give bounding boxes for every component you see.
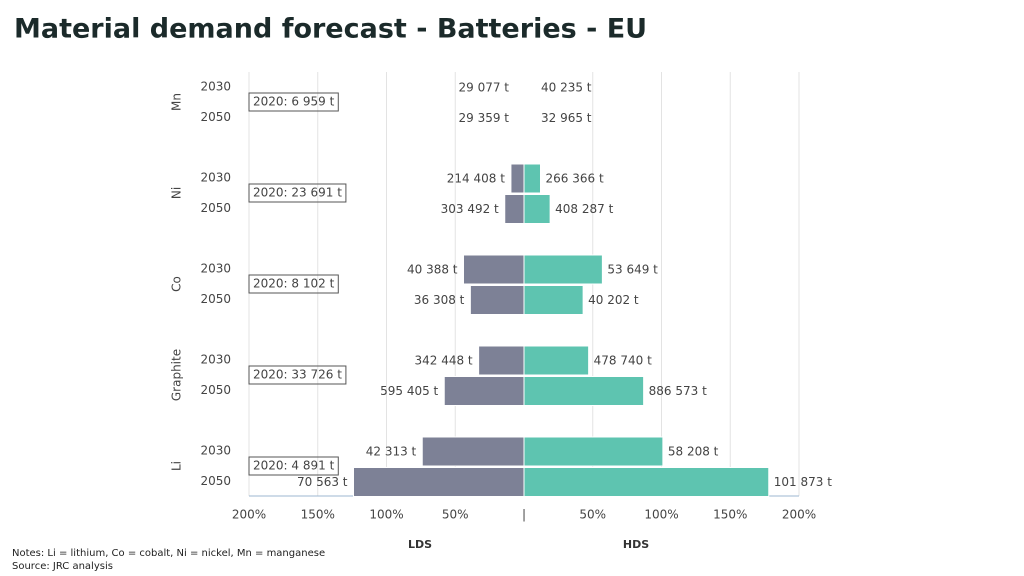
chart-title: Material demand forecast - Batteries - E… — [14, 14, 647, 45]
bar — [469, 285, 525, 315]
x-tick-label: | — [522, 508, 526, 522]
value-label: 40 388 t — [407, 263, 458, 277]
value-label: 40 235 t — [541, 81, 592, 95]
year-label: 2050 — [200, 110, 231, 124]
value-label: 408 287 t — [555, 202, 613, 216]
bar — [353, 467, 525, 497]
year-label: 2030 — [200, 80, 231, 94]
x-tick-label: 100% — [369, 508, 403, 522]
bar — [504, 194, 525, 224]
x-tick-label: 200% — [782, 508, 816, 522]
bar — [523, 345, 590, 376]
year-label: 2050 — [200, 383, 231, 397]
year-label: 2030 — [200, 444, 231, 458]
year-label: 2030 — [200, 262, 231, 276]
group-label: Co — [170, 276, 184, 292]
notes: Notes: Li = lithium, Co = cobalt, Ni = n… — [12, 548, 325, 559]
baseline-label: 2020: 8 102 t — [253, 277, 335, 291]
value-label: 266 366 t — [546, 172, 604, 186]
baseline-label: 2020: 4 891 t — [253, 459, 335, 473]
year-label: 2050 — [200, 292, 231, 306]
group-label: Li — [170, 461, 184, 471]
group-label: Ni — [170, 187, 184, 199]
x-tick-label: 50% — [579, 508, 606, 522]
baseline-box — [248, 183, 347, 203]
value-label: 595 405 t — [380, 384, 438, 398]
series-label: HDS — [623, 538, 649, 551]
value-label: 32 965 t — [541, 111, 592, 125]
series-label: LDS — [408, 538, 432, 551]
value-label: 42 313 t — [366, 445, 417, 459]
value-label: 101 873 t — [774, 475, 832, 489]
year-label: 2050 — [200, 201, 231, 215]
year-label: 2030 — [200, 353, 231, 367]
bar — [523, 376, 645, 406]
bar — [523, 163, 541, 194]
year-label: 2030 — [200, 171, 231, 185]
bar — [510, 163, 525, 194]
baseline-box — [248, 456, 339, 476]
value-label: 40 202 t — [588, 293, 639, 307]
group-label: Graphite — [170, 349, 184, 401]
value-label: 214 408 t — [447, 172, 505, 186]
x-tick-label: 150% — [301, 508, 335, 522]
value-label: 342 448 t — [414, 354, 472, 368]
value-label: 29 359 t — [458, 111, 509, 125]
baseline-box — [248, 274, 339, 294]
source: Source: JRC analysis — [12, 561, 113, 572]
value-label: 53 649 t — [607, 263, 658, 277]
group-label: Mn — [170, 93, 184, 111]
year-label: 2050 — [200, 474, 231, 488]
value-label: 36 308 t — [414, 293, 465, 307]
baseline-label: 2020: 33 726 t — [253, 368, 342, 382]
baseline-box — [248, 92, 339, 112]
bar — [523, 285, 584, 315]
bar — [523, 436, 664, 467]
value-label: 70 563 t — [297, 475, 348, 489]
bar — [478, 345, 525, 376]
value-label: 29 077 t — [458, 81, 509, 95]
baseline-label: 2020: 23 691 t — [253, 186, 342, 200]
x-tick-label: 100% — [644, 508, 678, 522]
bar — [523, 254, 603, 285]
bar — [421, 436, 525, 467]
baseline-label: 2020: 6 959 t — [253, 95, 335, 109]
x-tick-label: 200% — [232, 508, 266, 522]
bar — [443, 376, 525, 406]
bar — [523, 467, 770, 497]
baseline-box — [248, 365, 347, 385]
value-label: 886 573 t — [649, 384, 707, 398]
x-tick-label: 50% — [442, 508, 469, 522]
value-label: 478 740 t — [594, 354, 652, 368]
value-label: 58 208 t — [668, 445, 719, 459]
x-tick-label: 150% — [713, 508, 747, 522]
value-label: 303 492 t — [441, 202, 499, 216]
bar — [463, 254, 525, 285]
bar — [523, 194, 551, 224]
